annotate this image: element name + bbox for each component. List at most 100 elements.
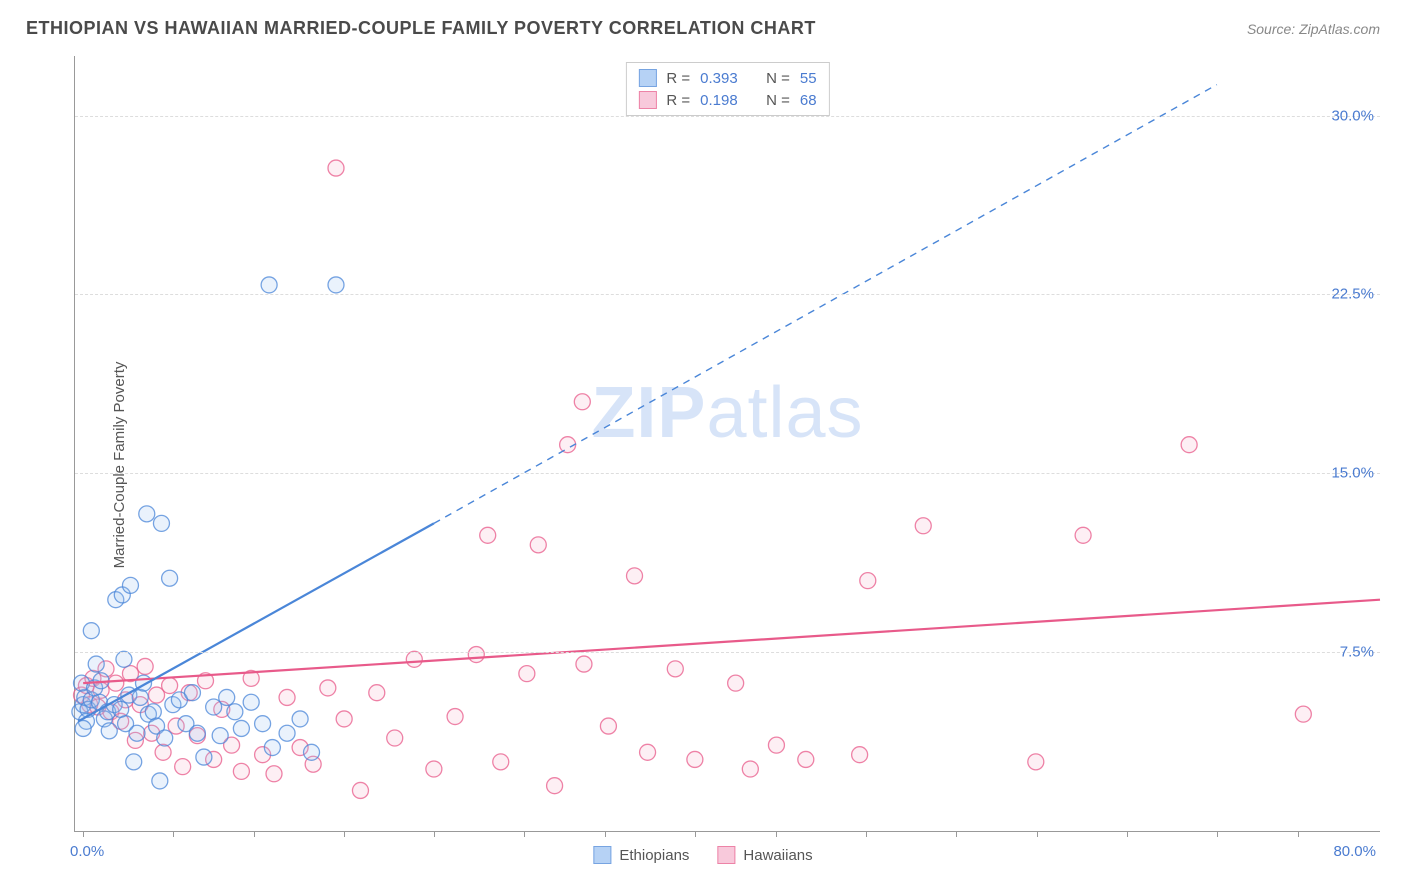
x-tick (605, 831, 606, 837)
x-tick (956, 831, 957, 837)
hawaiians-point (852, 747, 868, 763)
ethiopians-point (126, 754, 142, 770)
x-tick (776, 831, 777, 837)
ethiopians-point (304, 744, 320, 760)
ethiopians-point (139, 506, 155, 522)
y-tick-label: 30.0% (1331, 107, 1374, 124)
hawaiians-point (860, 573, 876, 589)
chart-area: Married-Couple Family Poverty ZIPatlas R… (26, 56, 1380, 874)
hawaiians-point (687, 751, 703, 767)
legend-label: Hawaiians (743, 847, 812, 864)
legend-item-hawaiians: Hawaiians (717, 846, 812, 864)
scatter-svg (75, 56, 1380, 831)
x-origin-label: 0.0% (70, 843, 104, 860)
hawaiians-point (175, 759, 191, 775)
x-tick (434, 831, 435, 837)
hawaiians-point (1181, 437, 1197, 453)
ethiopians-point (279, 725, 295, 741)
hawaiians-point (640, 744, 656, 760)
x-tick (1037, 831, 1038, 837)
x-tick (344, 831, 345, 837)
n-label: N = (766, 70, 790, 87)
hawaiians-point (493, 754, 509, 770)
hawaiians-point (798, 751, 814, 767)
ethiopians-point (122, 577, 138, 593)
x-tick (254, 831, 255, 837)
legend-label: Ethiopians (619, 847, 689, 864)
ethiopians-point (162, 570, 178, 586)
hawaiians-point (742, 761, 758, 777)
n-value: 55 (800, 70, 817, 87)
r-label: R = (666, 70, 690, 87)
ethiopians-point (113, 701, 129, 717)
hawaiians-point (162, 678, 178, 694)
hawaiians-point (667, 661, 683, 677)
ethiopians-point (152, 773, 168, 789)
legend-item-ethiopians: Ethiopians (593, 846, 689, 864)
hawaiians-point (137, 658, 153, 674)
legend-row-hawaiians: R = 0.198 N = 68 (638, 89, 816, 111)
hawaiians-point (320, 680, 336, 696)
ethiopians-point (243, 694, 259, 710)
hawaiians-point (108, 675, 124, 691)
ethiopians-point (219, 689, 235, 705)
ethiopians-point (292, 711, 308, 727)
correlation-legend: R =0.393N =55R =0.198N =68 (625, 62, 829, 116)
hawaiians-point (519, 666, 535, 682)
x-tick (524, 831, 525, 837)
ethiopians-point (328, 277, 344, 293)
r-label: R = (666, 92, 690, 109)
ethiopians-point (75, 720, 91, 736)
ethiopians-point (184, 685, 200, 701)
y-tick-label: 22.5% (1331, 286, 1374, 303)
n-label: N = (766, 92, 790, 109)
hawaiians-point (266, 766, 282, 782)
gridline (75, 652, 1380, 653)
legend-swatch (638, 69, 656, 87)
hawaiians-point (768, 737, 784, 753)
r-value: 0.198 (700, 92, 748, 109)
source-credit: Source: ZipAtlas.com (1247, 21, 1380, 37)
ethiopians-point (83, 623, 99, 639)
hawaiians-point (468, 647, 484, 663)
y-tick-label: 7.5% (1340, 644, 1374, 661)
hawaiians-point (233, 763, 249, 779)
hawaiians-point (352, 782, 368, 798)
hawaiians-point (1295, 706, 1311, 722)
ethiopians-point (212, 728, 228, 744)
hawaiians-point (426, 761, 442, 777)
hawaiians-point (447, 709, 463, 725)
ethiopians-point (145, 704, 161, 720)
series-legend: Ethiopians Hawaiians (593, 846, 812, 864)
hawaiians-point (576, 656, 592, 672)
hawaiians-point (600, 718, 616, 734)
hawaiians-point (574, 394, 590, 410)
hawaiians-point (369, 685, 385, 701)
x-tick (1298, 831, 1299, 837)
ethiopians-point (157, 730, 173, 746)
x-max-label: 80.0% (1333, 843, 1376, 860)
gridline (75, 294, 1380, 295)
hawaiians-point (336, 711, 352, 727)
ethiopians-point (101, 723, 117, 739)
ethiopians-point (189, 725, 205, 741)
ethiopians-point (196, 749, 212, 765)
ethiopians-point (132, 689, 148, 705)
hawaiians-point (406, 651, 422, 667)
x-tick (83, 831, 84, 837)
hawaiians-point (279, 689, 295, 705)
hawaiians-point (328, 160, 344, 176)
hawaiians-point (387, 730, 403, 746)
chart-header: ETHIOPIAN VS HAWAIIAN MARRIED-COUPLE FAM… (0, 0, 1406, 45)
x-tick (173, 831, 174, 837)
chart-title: ETHIOPIAN VS HAWAIIAN MARRIED-COUPLE FAM… (26, 18, 816, 39)
hawaiians-trendline (83, 600, 1380, 683)
n-value: 68 (800, 92, 817, 109)
ethiopians-point (116, 651, 132, 667)
ethiopians-point (88, 656, 104, 672)
ethiopians-point (264, 740, 280, 756)
hawaiians-point (627, 568, 643, 584)
hawaiians-point (155, 744, 171, 760)
hawaiians-point (1075, 527, 1091, 543)
ethiopians-point (129, 725, 145, 741)
